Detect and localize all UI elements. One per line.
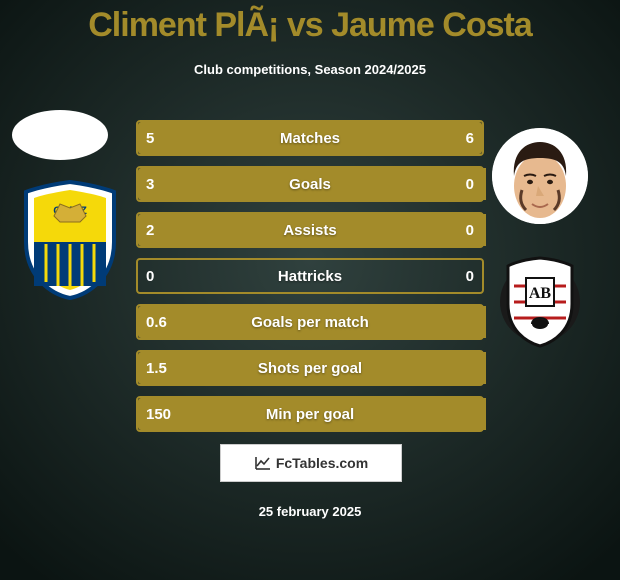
bar-label: Assists	[136, 212, 484, 248]
right-club-name: AB	[529, 285, 552, 302]
stat-row: Shots per goal1.5	[136, 350, 484, 386]
stat-row: Matches5 6	[136, 120, 484, 156]
bar-label: Hattricks	[136, 258, 484, 294]
comparison-bars: Matches56Goals30Assists20Hattricks00Goal…	[136, 120, 484, 442]
right-player-avatar	[492, 128, 588, 224]
bar-label: Goals	[136, 166, 484, 202]
bar-value-left: 2	[146, 212, 154, 248]
bar-value-left: 0.6	[146, 304, 167, 340]
page-title: Climent PlÃ¡ vs Jaume Costa	[0, 6, 620, 45]
stat-row: Assists2 0	[136, 212, 484, 248]
bar-value-right: 6	[466, 120, 474, 156]
bar-value-left: 3	[146, 166, 154, 202]
bar-value-left: 1.5	[146, 350, 167, 386]
subtitle: Club competitions, Season 2024/2025	[0, 62, 620, 77]
stat-row: Goals3 0	[136, 166, 484, 202]
bar-value-left: 150	[146, 396, 171, 432]
left-club-badge: CADIZ	[20, 180, 120, 300]
bar-label: Shots per goal	[136, 350, 484, 386]
bar-label: Matches	[136, 120, 484, 156]
brand-badge: FcTables.com	[220, 444, 402, 482]
bar-value-left: 0	[146, 258, 154, 294]
stat-row: Hattricks0 0	[136, 258, 484, 294]
bar-label: Min per goal	[136, 396, 484, 432]
bar-label: Goals per match	[136, 304, 484, 340]
left-player-avatar	[12, 110, 108, 160]
bar-value-right: 0	[466, 258, 474, 294]
bar-value-left: 5	[146, 120, 154, 156]
stat-row: Goals per match0.6	[136, 304, 484, 340]
bar-value-right: 0	[466, 166, 474, 202]
right-club-badge: AB	[500, 252, 580, 352]
brand-text: FcTables.com	[276, 455, 368, 471]
brand-icon	[254, 455, 272, 471]
stat-row: Min per goal150	[136, 396, 484, 432]
bar-value-right: 0	[466, 212, 474, 248]
date-text: 25 february 2025	[0, 504, 620, 519]
